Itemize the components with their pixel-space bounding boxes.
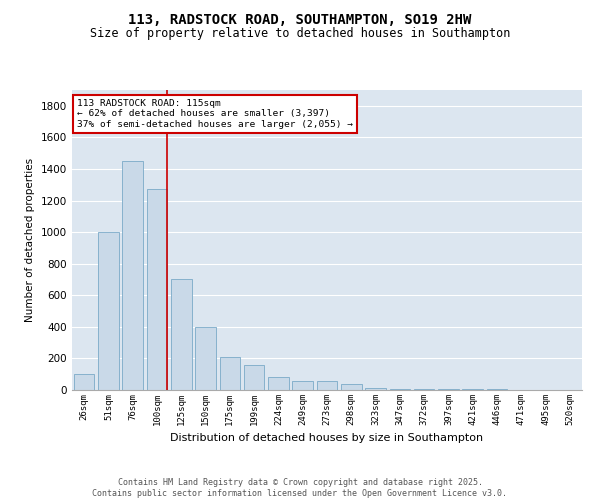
Y-axis label: Number of detached properties: Number of detached properties: [25, 158, 35, 322]
Bar: [414, 389, 434, 390]
Bar: [74, 374, 94, 390]
Bar: [220, 357, 240, 390]
Bar: [317, 382, 337, 390]
X-axis label: Distribution of detached houses by size in Southampton: Distribution of detached houses by size …: [170, 434, 484, 444]
Bar: [98, 232, 119, 390]
Bar: [244, 364, 265, 390]
Bar: [463, 389, 483, 390]
Bar: [146, 190, 167, 390]
Text: 113, RADSTOCK ROAD, SOUTHAMPTON, SO19 2HW: 113, RADSTOCK ROAD, SOUTHAMPTON, SO19 2H…: [128, 12, 472, 26]
Bar: [487, 389, 508, 390]
Bar: [438, 389, 459, 390]
Bar: [389, 389, 410, 390]
Text: Size of property relative to detached houses in Southampton: Size of property relative to detached ho…: [90, 28, 510, 40]
Bar: [365, 388, 386, 390]
Bar: [122, 161, 143, 390]
Bar: [195, 327, 216, 390]
Text: 113 RADSTOCK ROAD: 115sqm
← 62% of detached houses are smaller (3,397)
37% of se: 113 RADSTOCK ROAD: 115sqm ← 62% of detac…: [77, 99, 353, 129]
Bar: [171, 280, 191, 390]
Bar: [268, 378, 289, 390]
Bar: [341, 384, 362, 390]
Text: Contains HM Land Registry data © Crown copyright and database right 2025.
Contai: Contains HM Land Registry data © Crown c…: [92, 478, 508, 498]
Bar: [292, 382, 313, 390]
